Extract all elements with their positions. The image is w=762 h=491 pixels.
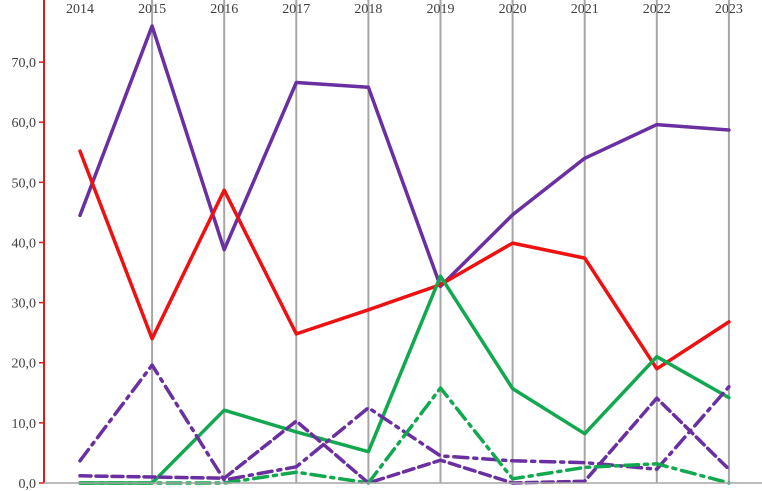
series-4-point-2019 bbox=[440, 455, 441, 457]
series-4-point-2018 bbox=[367, 407, 369, 409]
series-5-point-2022 bbox=[656, 397, 658, 399]
series-6-point-2020 bbox=[512, 478, 514, 480]
series-5-point-2021 bbox=[584, 480, 586, 482]
y-tick-label: 30,0 bbox=[12, 297, 37, 312]
series-3-point-2022 bbox=[656, 356, 658, 358]
tick-labels: 0,0 10,0 20,0 30,0 40,0 50,0 60,0 70,0 2014 2015 2… bbox=[12, 2, 743, 491]
series-line-3 bbox=[78, 274, 731, 485]
x-tick-label: 2021 bbox=[571, 2, 599, 17]
series-5-point-2014 bbox=[79, 475, 81, 477]
series-2-point-2021 bbox=[584, 257, 586, 259]
series-5-point-2017 bbox=[295, 420, 297, 422]
y-tick-label: 10,0 bbox=[12, 417, 37, 432]
series-4-point-2014 bbox=[79, 460, 81, 462]
series-3-point-2019 bbox=[440, 275, 441, 277]
series-4-point-2020 bbox=[512, 460, 514, 462]
series-5-point-2016 bbox=[223, 477, 225, 479]
series-2-point-2020 bbox=[512, 242, 514, 244]
series-1-point-2015 bbox=[151, 25, 153, 27]
series-2-point-2018 bbox=[367, 309, 369, 311]
series-1-point-2016 bbox=[223, 249, 225, 251]
series-5-point-2019 bbox=[440, 459, 441, 461]
y-tick-label: 40,0 bbox=[12, 236, 37, 251]
series-1-point-2018 bbox=[367, 86, 369, 88]
series-6-point-2019 bbox=[440, 387, 441, 389]
x-tick-label: 2019 bbox=[427, 2, 455, 17]
series-1-point-2022 bbox=[656, 124, 658, 126]
series-3-point-2016 bbox=[223, 409, 225, 411]
series-3-point-2021 bbox=[584, 433, 586, 435]
series-line-5 bbox=[78, 396, 731, 485]
series-line-2 bbox=[78, 149, 731, 371]
y-tick-label: 60,0 bbox=[12, 116, 37, 131]
series-3-point-2023 bbox=[728, 397, 730, 399]
series-1-point-2017 bbox=[295, 82, 297, 84]
series-2-point-2023 bbox=[728, 321, 730, 323]
series-5-point-2023 bbox=[728, 468, 730, 470]
series-2-point-2019 bbox=[440, 284, 441, 286]
series-4-point-2022 bbox=[656, 468, 658, 470]
series-lines bbox=[78, 24, 731, 485]
x-tick-label: 2017 bbox=[282, 2, 310, 17]
series-line-1 bbox=[78, 24, 731, 289]
series-1-point-2014 bbox=[79, 214, 81, 216]
series-1-point-2020 bbox=[512, 214, 514, 216]
x-tick-label: 2016 bbox=[210, 2, 238, 17]
grid-lines bbox=[151, 0, 730, 483]
series-6-point-2021 bbox=[584, 466, 586, 468]
series-6-point-2017 bbox=[295, 471, 297, 473]
x-tick-label: 2020 bbox=[499, 2, 527, 17]
series-2-point-2017 bbox=[295, 333, 297, 335]
series-2-point-2022 bbox=[656, 368, 658, 370]
series-1-point-2021 bbox=[584, 157, 586, 159]
series-3-point-2017 bbox=[295, 431, 297, 433]
series-3-point-2020 bbox=[512, 388, 514, 390]
y-tick-label: 70,0 bbox=[12, 56, 37, 71]
series-4-point-2021 bbox=[584, 462, 586, 464]
series-5-point-2015 bbox=[151, 476, 153, 478]
axes bbox=[39, 0, 762, 484]
series-4-point-2023 bbox=[728, 386, 730, 388]
x-tick-label: 2015 bbox=[138, 2, 166, 17]
series-6-point-2022 bbox=[656, 463, 658, 465]
y-tick-label: 50,0 bbox=[12, 176, 37, 191]
y-tick-label: 0,0 bbox=[19, 477, 37, 491]
x-tick-label: 2018 bbox=[354, 2, 382, 17]
x-tick-label: 2023 bbox=[715, 2, 743, 17]
series-3-point-2018 bbox=[367, 451, 369, 453]
series-2-point-2014 bbox=[79, 150, 81, 152]
series-line-4 bbox=[78, 363, 731, 482]
x-tick-label: 2022 bbox=[643, 2, 671, 17]
series-4-point-2017 bbox=[295, 466, 297, 468]
series-4-point-2015 bbox=[151, 364, 153, 366]
series-2-point-2016 bbox=[223, 189, 225, 191]
x-tick-label: 2014 bbox=[66, 2, 94, 17]
series-2-point-2015 bbox=[151, 338, 153, 340]
y-tick-label: 20,0 bbox=[12, 357, 37, 372]
series-1-point-2023 bbox=[728, 129, 730, 131]
